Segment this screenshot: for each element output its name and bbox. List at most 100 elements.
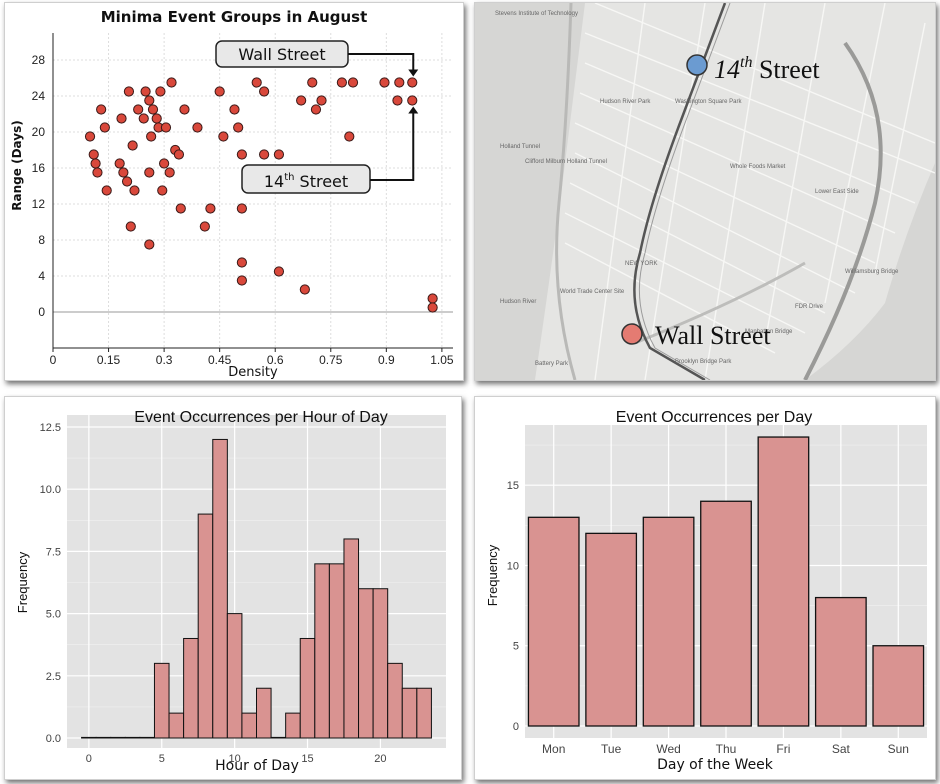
data-point (179, 104, 190, 115)
histogram-bar (153, 662, 170, 739)
data-point (427, 293, 438, 304)
x-axis-label: Density (228, 365, 278, 380)
data-point (236, 257, 247, 268)
fourteenth-callout-text: 14th Street (264, 172, 348, 191)
data-point (166, 77, 177, 88)
y-tick-label: 4 (38, 269, 45, 283)
y-tick-label: 16 (32, 161, 46, 175)
x-tick-label: 0 (50, 353, 57, 367)
data-point (307, 77, 318, 88)
wall-street-marker (621, 323, 643, 345)
data-point (129, 185, 140, 196)
bar-sun (872, 645, 925, 727)
data-point (299, 284, 310, 295)
fdr-drive (803, 41, 883, 380)
bar-sat (814, 596, 867, 727)
data-point (394, 77, 405, 88)
x-tick-label: 0 (86, 753, 92, 765)
y-tick-label: 12.5 (40, 422, 61, 434)
y-tick-label: 24 (32, 89, 46, 103)
histogram-bar (183, 637, 199, 739)
bridge-road (634, 261, 806, 345)
map-street-label: Battery Park (535, 361, 569, 367)
data-point (175, 203, 186, 214)
x-tick-label: 1.05 (430, 353, 454, 367)
data-point (160, 122, 172, 133)
bar-fri (757, 436, 810, 727)
x-tick-label: 10 (229, 753, 241, 765)
histogram-bar (139, 736, 155, 739)
y-tick-label: 12 (32, 197, 46, 211)
scatter-panel: 0 4 8 12 16 20 24 28 0 0.15 0.3 0.45 0.6 0.75 0.9 1.05 M… (4, 2, 464, 381)
data-point (123, 86, 135, 97)
map-street-label: Lower East Side (815, 189, 859, 195)
histogram-bar (416, 687, 432, 739)
data-point (273, 266, 285, 277)
map-street-label: Washington Square Park (675, 99, 742, 105)
histogram-bar (372, 588, 389, 739)
chart-title: Event Occurrences per Day (616, 409, 813, 426)
y-tick-label: 10.0 (40, 484, 61, 496)
map-street-label: Whole Foods Market (730, 164, 786, 170)
x-tick-label: 0.9 (378, 353, 395, 367)
y-axis-label: Frequency (485, 544, 500, 606)
data-point (259, 149, 270, 160)
data-point (159, 158, 170, 169)
x-tick-label: 0.15 (97, 353, 121, 367)
data-point (407, 77, 418, 88)
histogram-bar (270, 736, 287, 739)
data-point (88, 149, 99, 160)
west-side-highway (555, 3, 577, 380)
data-point (125, 221, 136, 232)
wall-street-label: Wall Street (655, 321, 771, 350)
map-street-label: Williamsburg Bridge (845, 269, 899, 275)
data-point (273, 149, 285, 160)
scatter-chart: 0 4 8 12 16 20 24 28 0 0.15 0.3 0.45 0.6 0.75 0.9 1.05 M… (10, 8, 454, 380)
fourteenth-arrow (370, 108, 415, 181)
data-point (92, 167, 103, 178)
y-axis-label: Range (Days) (10, 120, 24, 210)
data-point (147, 104, 159, 115)
y-tick-label: 7.5 (46, 546, 61, 558)
fourteenth-street-marker (686, 54, 708, 76)
map-street-labels: Stevens Institute of Technology Hudson Ri… (495, 11, 899, 367)
map-panel: Stevens Institute of Technology Hudson Ri… (474, 2, 936, 381)
histogram-bar (401, 687, 418, 739)
street-grid (564, 3, 935, 380)
fourteenth-street-label: 14th Street (714, 54, 820, 84)
data-point (114, 158, 125, 169)
hudson-river (475, 3, 585, 380)
data-point (96, 104, 107, 115)
data-point (259, 86, 270, 97)
data-point (99, 122, 110, 133)
histogram-bar (299, 637, 316, 739)
x-tick-label: Fri (776, 742, 790, 756)
histogram-bar (110, 736, 126, 739)
map-street-label: Manhattan Bridge (745, 329, 793, 335)
data-point (118, 167, 129, 178)
y-tick-label: 0 (513, 721, 519, 733)
data-point (407, 95, 418, 106)
histogram-bar (314, 563, 330, 739)
map-street-label: Hudson River (500, 299, 536, 305)
data-point (121, 176, 133, 187)
x-tick-label: 0.3 (156, 353, 173, 367)
data-point (336, 77, 347, 88)
bar-wed (642, 516, 695, 727)
y-tick-label: 5.0 (46, 609, 61, 621)
x-axis-label: Hour of Day (215, 758, 299, 774)
chart-title: Minima Event Groups in August (101, 8, 368, 26)
x-tick-label: 0.75 (319, 353, 343, 367)
map: Stevens Institute of Technology Hudson Ri… (475, 3, 935, 380)
map-street-label: Holland Tunnel (500, 144, 540, 150)
data-point (347, 77, 359, 88)
y-tick-label: 28 (32, 53, 46, 67)
x-tick-label: 5 (159, 753, 165, 765)
y-tick-label: 5 (513, 641, 519, 653)
data-point (101, 185, 112, 196)
y-axis-label: Frequency (15, 551, 30, 613)
data-point (236, 149, 247, 160)
x-tick-label: Sat (832, 742, 851, 756)
histogram-bar (256, 687, 272, 739)
x-tick-label: Thu (716, 742, 737, 756)
